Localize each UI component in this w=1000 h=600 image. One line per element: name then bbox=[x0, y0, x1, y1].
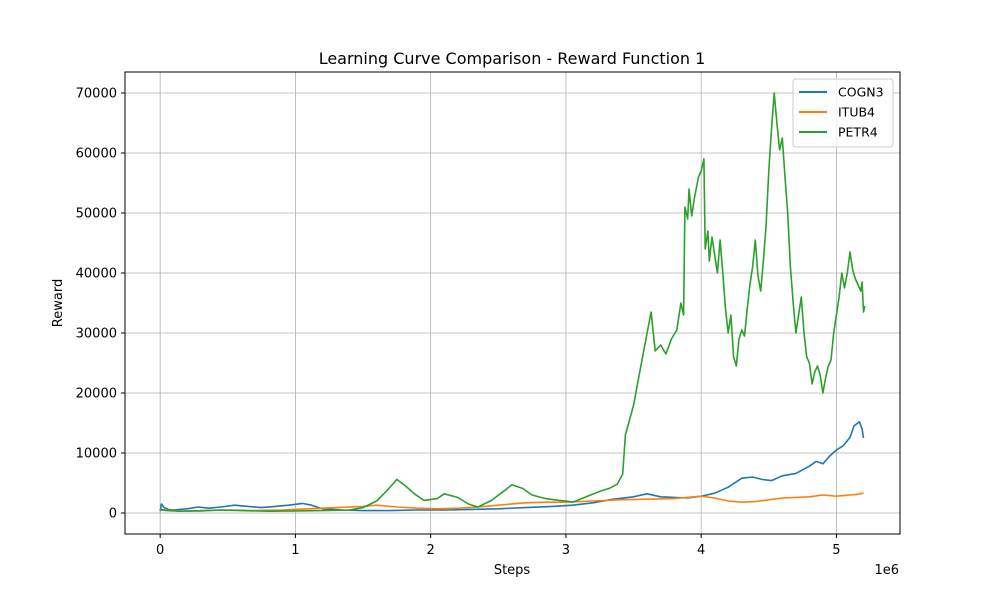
y-tick-label: 40000 bbox=[76, 267, 117, 282]
y-tick-label: 30000 bbox=[76, 327, 117, 342]
y-tick-label: 0 bbox=[109, 507, 117, 522]
x-tick-label: 5 bbox=[832, 543, 840, 558]
x-tick-label: 3 bbox=[562, 543, 570, 558]
chart-title: Learning Curve Comparison - Reward Funct… bbox=[319, 49, 706, 68]
x-axis-offset-label: 1e6 bbox=[874, 563, 899, 578]
legend-label-cogn3: COGN3 bbox=[838, 85, 884, 100]
legend-label-petr4: PETR4 bbox=[838, 125, 878, 140]
y-tick-label: 50000 bbox=[76, 207, 117, 222]
x-tick-label: 2 bbox=[427, 543, 435, 558]
y-tick-label: 60000 bbox=[76, 147, 117, 162]
legend-label-itub4: ITUB4 bbox=[838, 105, 875, 120]
grid bbox=[125, 72, 900, 534]
y-tick-label: 10000 bbox=[76, 447, 117, 462]
x-tick-label: 4 bbox=[697, 543, 705, 558]
y-tick-label: 70000 bbox=[76, 87, 117, 102]
y-axis: 0 10000 20000 30000 40000 50000 60000 70000 bbox=[76, 87, 125, 522]
legend: COGN3 ITUB4 PETR4 bbox=[792, 78, 894, 148]
series-line-cogn3 bbox=[159, 420, 865, 512]
series-layer bbox=[159, 92, 866, 513]
legend-frame bbox=[792, 78, 894, 148]
series-line-itub4 bbox=[160, 492, 864, 513]
plot-frame bbox=[124, 71, 901, 535]
x-tick-label: 0 bbox=[156, 543, 164, 558]
series-line-petr4 bbox=[160, 92, 866, 513]
x-axis-label: Steps bbox=[494, 563, 531, 578]
y-tick-label: 20000 bbox=[76, 387, 117, 402]
y-axis-label: Reward bbox=[51, 279, 66, 327]
x-axis: 0 1 2 3 4 5 bbox=[156, 534, 841, 558]
x-tick-label: 1 bbox=[291, 543, 299, 558]
